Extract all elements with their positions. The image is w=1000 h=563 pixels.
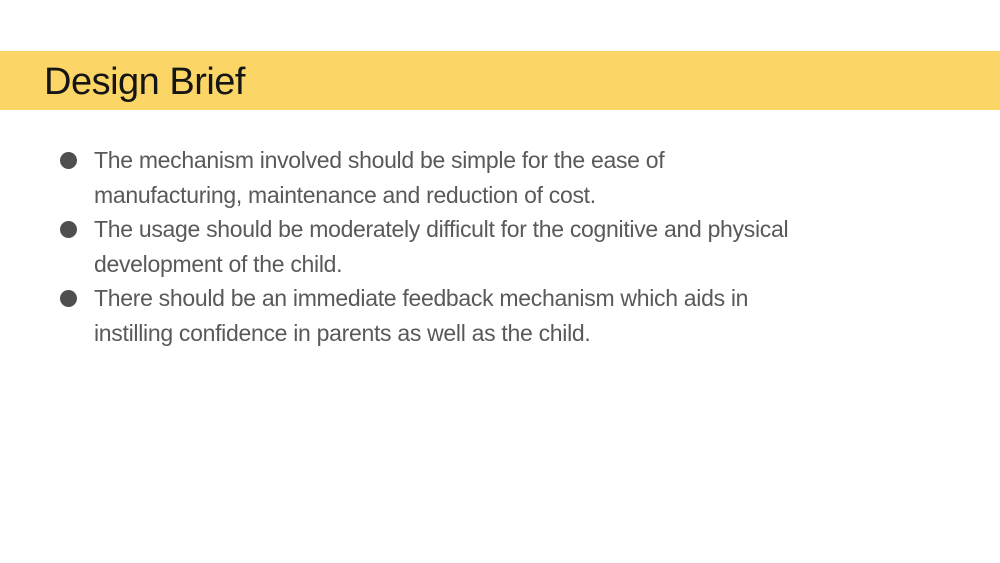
list-item: The mechanism involved should be simple …	[60, 143, 940, 212]
bullet-list: The mechanism involved should be simple …	[0, 143, 940, 350]
bullet-text: The usage should be moderately difficult…	[94, 216, 789, 277]
bullet-icon	[60, 290, 77, 307]
bullet-icon	[60, 221, 77, 238]
list-item: There should be an immediate feedback me…	[60, 281, 940, 350]
page-title: Design Brief	[44, 60, 245, 103]
bullet-text: The mechanism involved should be simple …	[94, 147, 665, 208]
bullet-text: There should be an immediate feedback me…	[94, 285, 749, 346]
list-item: The usage should be moderately difficult…	[60, 212, 940, 281]
bullet-icon	[60, 152, 77, 169]
title-bar: Design Brief	[0, 51, 1000, 110]
